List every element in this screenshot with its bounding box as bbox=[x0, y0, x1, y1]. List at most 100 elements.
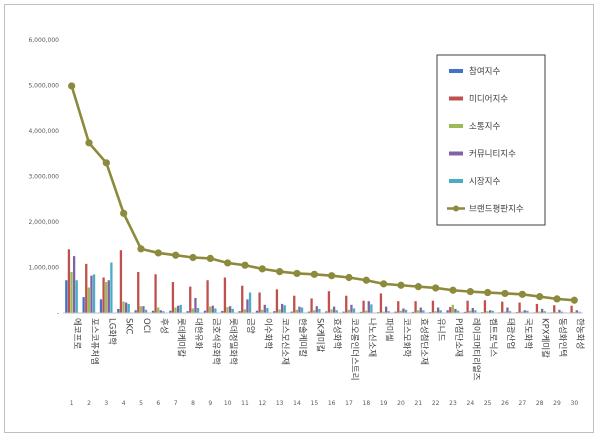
rank-label-7: 7 bbox=[174, 400, 178, 407]
brand-index-point-2 bbox=[85, 139, 93, 147]
brand-index-point-23 bbox=[449, 286, 457, 294]
bar-5-14 bbox=[300, 307, 304, 313]
brand-index-point-14 bbox=[293, 269, 301, 278]
bar-5-2 bbox=[92, 274, 96, 313]
bar-1-17 bbox=[342, 311, 345, 313]
brand-index-point-28 bbox=[536, 293, 544, 301]
bar-5-21 bbox=[422, 310, 425, 313]
bar-2-24 bbox=[466, 300, 469, 313]
category-label-2: 포스코퓨처엠 bbox=[89, 318, 100, 365]
line-series-group bbox=[68, 82, 578, 304]
bar-3-26 bbox=[503, 311, 506, 313]
bar-4-16 bbox=[332, 306, 336, 313]
legend-label-2: 미디어지수 bbox=[469, 94, 508, 105]
rank-label-11: 11 bbox=[241, 400, 249, 407]
bar-5-7 bbox=[179, 304, 182, 313]
rank-label-29: 29 bbox=[553, 400, 561, 407]
bar-3-13 bbox=[278, 309, 281, 313]
legend-box bbox=[436, 54, 546, 226]
bar-5-4 bbox=[127, 303, 130, 313]
legend-label-4: 커뮤니티지수 bbox=[469, 149, 516, 160]
bar-1-21 bbox=[411, 311, 415, 313]
brand-index-point-4 bbox=[120, 209, 128, 217]
category-label-9: 금호석유화학 bbox=[210, 318, 221, 365]
bar-1-16 bbox=[325, 311, 328, 313]
legend-swatch-5 bbox=[449, 179, 463, 183]
bar-2-28 bbox=[535, 303, 539, 313]
bar-3-28 bbox=[538, 311, 541, 313]
category-label-30: 한농화성 bbox=[574, 318, 584, 349]
bar-5-16 bbox=[335, 310, 338, 313]
bar-3-12 bbox=[261, 309, 264, 313]
rank-label-22: 22 bbox=[432, 400, 440, 407]
category-label-15: SK케미칼 bbox=[314, 318, 324, 353]
bar-4-8 bbox=[194, 297, 197, 313]
bar-5-30 bbox=[578, 311, 581, 313]
brand-index-point-9 bbox=[206, 254, 214, 262]
bar-1-23 bbox=[446, 310, 449, 313]
bar-1-24 bbox=[463, 311, 467, 313]
bar-5-25 bbox=[491, 310, 494, 313]
legend-swatch-4 bbox=[449, 151, 463, 156]
bar-5-22 bbox=[439, 310, 442, 313]
category-label-19: 파미셀 bbox=[384, 318, 395, 342]
rank-label-12: 12 bbox=[259, 400, 267, 407]
bar-3-8 bbox=[191, 308, 194, 313]
brand-index-point-26 bbox=[501, 289, 509, 298]
bar-4-23 bbox=[454, 308, 457, 313]
y-tick-label: - bbox=[57, 310, 59, 317]
bar-4-18 bbox=[367, 301, 370, 313]
bar-2-18 bbox=[362, 300, 365, 313]
bar-5-8 bbox=[196, 307, 200, 313]
bar-4-29 bbox=[558, 309, 561, 313]
bar-4-5 bbox=[142, 306, 145, 313]
rank-label-16: 16 bbox=[328, 400, 336, 407]
bar-4-10 bbox=[228, 306, 232, 313]
category-label-4: SKC bbox=[124, 318, 134, 335]
bar-5-18 bbox=[370, 304, 373, 313]
category-label-23: PI첨단소재 bbox=[453, 318, 464, 357]
brand-index-point-22 bbox=[432, 284, 440, 292]
category-label-21: 효성첨단소재 bbox=[418, 318, 429, 365]
bar-4-12 bbox=[263, 304, 266, 313]
legend-label-1: 참여지수 bbox=[469, 66, 500, 77]
legend-swatch-marker bbox=[453, 205, 459, 212]
category-label-20: 코스모화학 bbox=[401, 318, 412, 357]
chart-frame: 6,000,000 5,000,000 4,000,000 3,000,000 2,00… bbox=[4, 4, 594, 433]
bar-1-18 bbox=[359, 311, 363, 313]
category-label-12: 이수화학 bbox=[262, 318, 273, 349]
bar-3-2 bbox=[87, 287, 90, 313]
brand-index-point-13 bbox=[276, 267, 284, 276]
bar-5-24 bbox=[474, 310, 477, 313]
bar-1-9 bbox=[203, 310, 207, 313]
bar-4-11 bbox=[246, 299, 249, 313]
bar-2-1 bbox=[67, 249, 71, 313]
brand-index-point-25 bbox=[484, 288, 492, 297]
bar-1-13 bbox=[273, 311, 276, 313]
bar-2-23 bbox=[449, 307, 452, 313]
category-label-18: 나노신소재 bbox=[366, 318, 376, 357]
category-label-8: 대한유화 bbox=[193, 318, 203, 349]
bar-2-30 bbox=[570, 305, 573, 313]
bar-5-12 bbox=[266, 307, 269, 313]
bar-3-4 bbox=[122, 301, 125, 313]
bar-3-5 bbox=[139, 306, 142, 313]
brand-index-point-15 bbox=[310, 270, 318, 278]
bar-2-25 bbox=[483, 300, 487, 313]
category-label-17: 코오롱인더스트리 bbox=[349, 318, 360, 381]
bar-4-24 bbox=[471, 307, 474, 313]
bar-5-28 bbox=[543, 311, 546, 313]
rank-label-26: 26 bbox=[501, 400, 509, 407]
bar-5-1 bbox=[75, 280, 78, 313]
bar-1-2 bbox=[82, 297, 85, 313]
bar-3-3 bbox=[105, 282, 108, 313]
y-axis: 6,000,000 5,000,000 4,000,000 3,000,000 2,00… bbox=[28, 37, 59, 317]
brand-index-point-18 bbox=[362, 276, 370, 284]
bar-2-10 bbox=[223, 277, 227, 313]
brand-index-point-10 bbox=[224, 259, 232, 267]
bar-3-10 bbox=[226, 307, 229, 313]
bar-1-5 bbox=[134, 310, 137, 313]
bar-4-4 bbox=[124, 302, 128, 313]
bar-4-30 bbox=[575, 310, 578, 313]
bar-1-4 bbox=[117, 308, 120, 313]
